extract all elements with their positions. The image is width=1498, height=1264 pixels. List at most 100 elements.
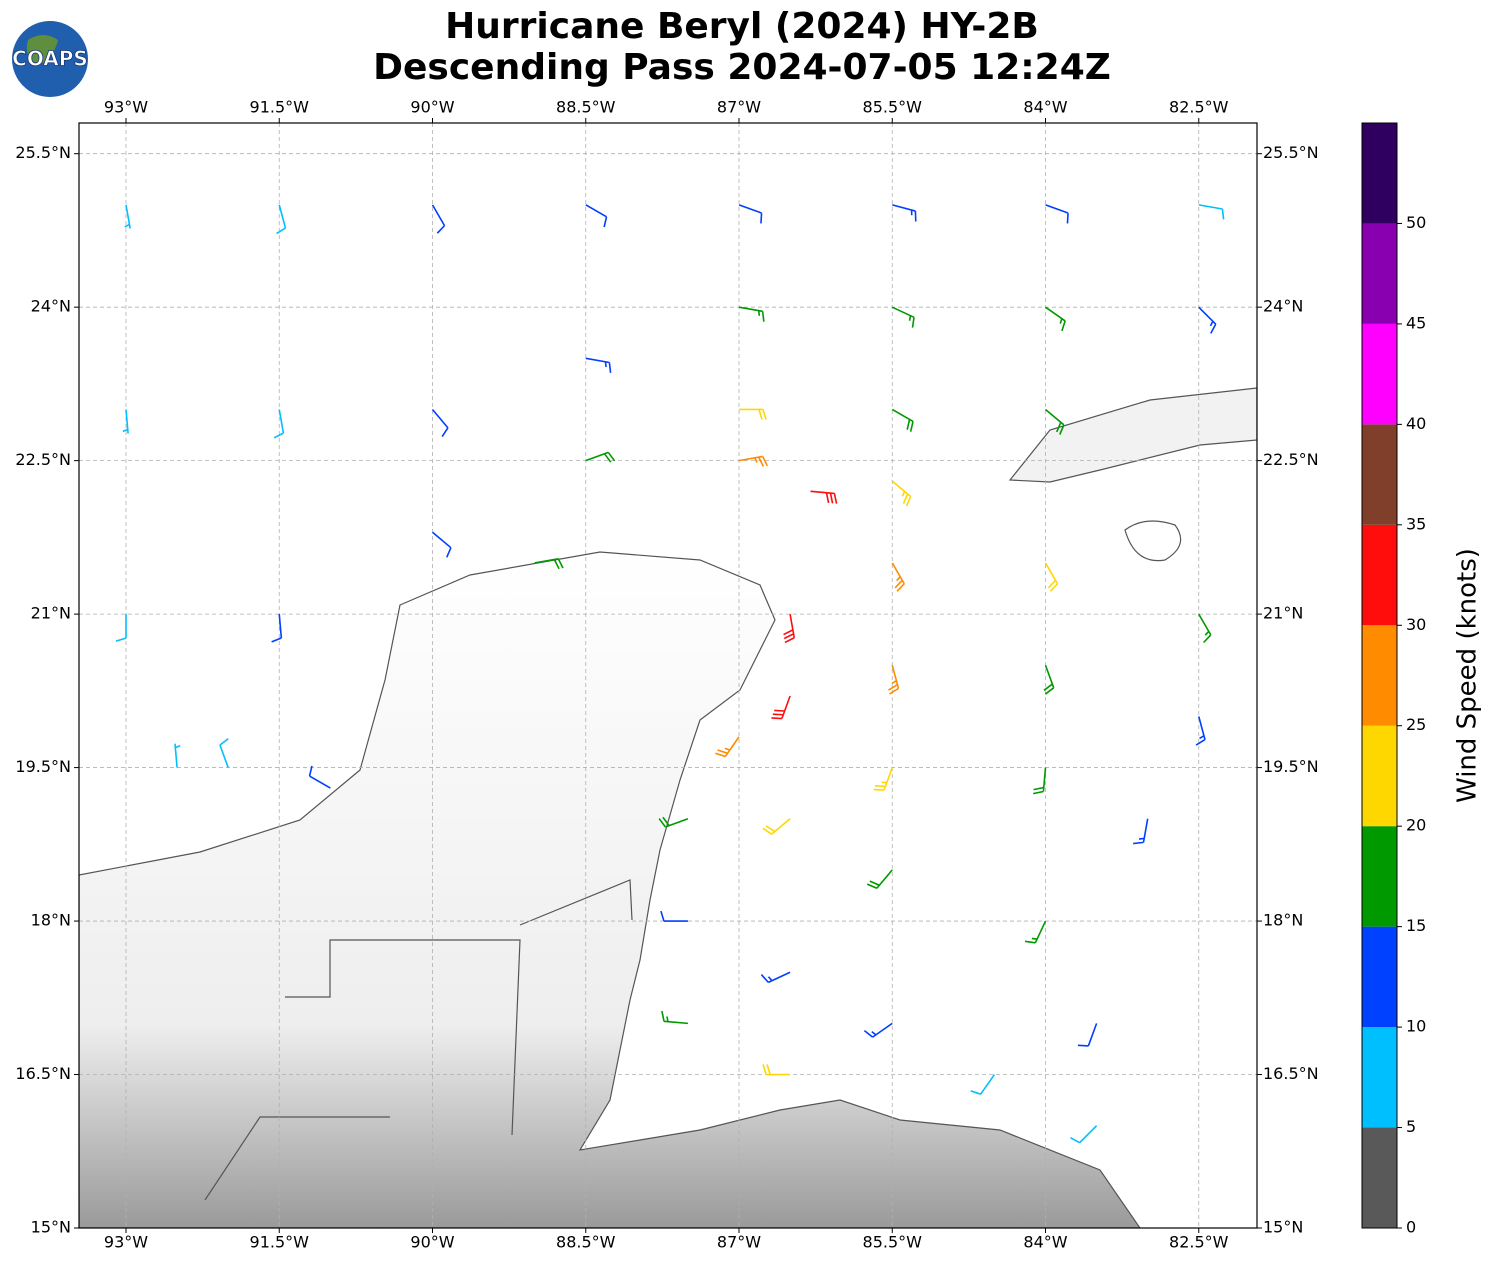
wind-barb [760, 971, 791, 984]
wind-barb [1033, 767, 1047, 795]
x-tick-label: 90°W [410, 98, 454, 117]
y-tick-label: 16.5°N [15, 1064, 71, 1083]
y-tick-label: 25.5°N [15, 143, 71, 162]
wind-barb [863, 1022, 893, 1038]
logo-land [26, 35, 58, 65]
wind-barb [585, 357, 612, 373]
wind-barb [658, 816, 689, 828]
wind-barb [888, 665, 900, 695]
wind-barb [891, 562, 905, 592]
basemap [79, 387, 1257, 1228]
y-tick-label: 19.5°N [15, 757, 71, 776]
wind-barb [891, 480, 912, 507]
wind-barb [585, 204, 608, 228]
wind-barb [1198, 306, 1217, 334]
land-isla-juventud [1124, 520, 1182, 562]
x-tick-label: 91.5°W [250, 1233, 310, 1252]
colorbar-segment [1362, 223, 1397, 324]
y-tick-label: 24°N [1263, 297, 1303, 316]
colorbar-tick-label: 20 [1406, 816, 1426, 835]
wind-barb [762, 818, 791, 835]
logo: COAPS [12, 21, 88, 97]
wind-barb [219, 738, 229, 768]
wind-barb [431, 531, 452, 558]
wind-barb [1045, 204, 1069, 224]
y-tick-label: 15°N [31, 1218, 71, 1237]
colorbar-segment [1362, 123, 1397, 224]
x-tick-label: 87°W [717, 1233, 761, 1252]
y-tick-label: 22.5°N [1263, 450, 1319, 469]
x-tick-label: 91.5°W [250, 98, 310, 117]
colorbar-frame [1361, 122, 1398, 1229]
colorbar-segment [1362, 926, 1397, 1028]
wind-barb [661, 1010, 688, 1025]
wind-barb [783, 613, 796, 644]
colorbar-segment [1362, 1027, 1397, 1128]
wind-barb [891, 408, 914, 432]
y-tick-label: 22.5°N [15, 450, 71, 469]
wind-barb [1045, 306, 1066, 332]
x-tick-label: 93°W [104, 98, 148, 117]
y-tick-label: 16.5°N [1263, 1064, 1319, 1083]
colorbar-segment [1362, 625, 1397, 726]
wind-barb [585, 451, 616, 463]
colorbar-segment [1362, 826, 1397, 927]
chart-subtitle: Descending Pass 2024-07-05 12:24Z [373, 47, 1111, 88]
wind-barb [174, 743, 181, 768]
colorbar-tick-label: 30 [1406, 615, 1426, 634]
wind-barb [738, 204, 763, 224]
wind-barb [970, 1074, 996, 1095]
borders [204, 879, 633, 1201]
colorbar-segment [1362, 524, 1397, 626]
wind-barb [873, 767, 894, 791]
wind-barb [739, 408, 767, 420]
wind-barb [124, 204, 131, 229]
wind-barb [1044, 562, 1059, 592]
y-tick-label: 19.5°N [1263, 757, 1319, 776]
wind-barb [738, 455, 769, 467]
colorbar-label: Wind Speed (knots) [1453, 548, 1483, 803]
colorbar-segment [1362, 1127, 1397, 1228]
logo-text: COAPS [12, 47, 88, 71]
x-tick-label: 82.5°W [1169, 1233, 1229, 1252]
x-tick-label: 85.5°W [863, 98, 923, 117]
wind-barb [810, 490, 838, 504]
wind-barb [1198, 204, 1225, 220]
wind-barb [534, 557, 564, 570]
x-tick-label: 90°W [410, 1233, 454, 1252]
colorbar-tick-label: 35 [1406, 514, 1426, 533]
colorbar-tick-label: 0 [1406, 1218, 1416, 1237]
wind-barb [431, 408, 449, 438]
wind-barb [1198, 613, 1212, 644]
colorbar-tick-label: 10 [1406, 1017, 1426, 1036]
colorbar-tick-label: 45 [1406, 313, 1426, 332]
wind-barb [308, 765, 331, 789]
colorbar-tick-label: 15 [1406, 916, 1426, 935]
wind-barb [738, 306, 765, 322]
wind-barb [1070, 1125, 1098, 1144]
wind-barb [276, 204, 287, 235]
colorbar-segment [1362, 424, 1397, 525]
wind-barb [771, 695, 791, 720]
y-tick-label: 25.5°N [1263, 143, 1319, 162]
wind-barb [892, 204, 917, 222]
map-frame [78, 122, 1258, 1229]
y-tick-label: 21°N [1263, 604, 1303, 623]
colorbar-tick-label: 5 [1406, 1117, 1416, 1136]
wind-barb [115, 614, 127, 642]
y-tick-label: 24°N [31, 297, 71, 316]
wind-barb [431, 204, 446, 234]
y-tick-label: 15°N [1263, 1218, 1303, 1237]
y-tick-label: 18°N [1263, 911, 1303, 930]
colorbar-segment [1362, 323, 1397, 425]
x-tick-label: 84°W [1023, 1233, 1067, 1252]
wind-barb [762, 1064, 791, 1076]
x-tick-label: 88.5°W [556, 98, 616, 117]
chart-title: Hurricane Beryl (2024) HY-2B [445, 6, 1039, 47]
x-tick-label: 84°W [1023, 98, 1067, 117]
x-tick-label: 85.5°W [863, 1233, 923, 1252]
x-tick-label: 88.5°W [556, 1233, 616, 1252]
colorbar-tick-label: 50 [1406, 213, 1426, 232]
x-tick-label: 87°W [717, 98, 761, 117]
